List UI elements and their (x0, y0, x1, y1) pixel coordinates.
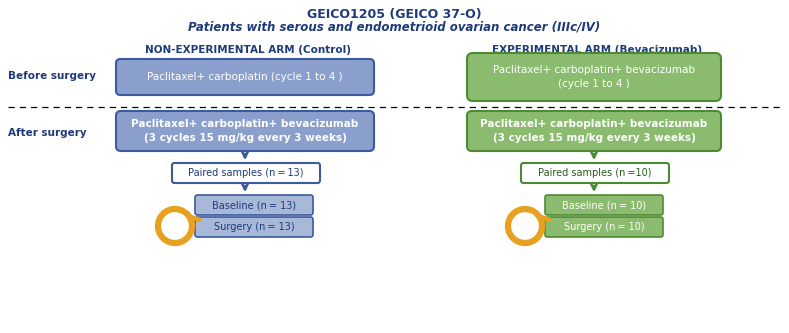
FancyBboxPatch shape (195, 217, 313, 237)
Text: EXPERIMENTAL ARM (Bevacizumab): EXPERIMENTAL ARM (Bevacizumab) (492, 45, 702, 55)
FancyBboxPatch shape (116, 59, 374, 95)
Text: Patients with serous and endometrioid ovarian cancer (IIIc/IV): Patients with serous and endometrioid ov… (188, 20, 600, 33)
Text: Paclitaxel+ carboplatin+ bevacizumab
(3 cycles 15 mg/kg every 3 weeks): Paclitaxel+ carboplatin+ bevacizumab (3 … (132, 119, 359, 143)
Text: After surgery: After surgery (8, 128, 87, 138)
FancyBboxPatch shape (467, 111, 721, 151)
Text: Paired samples (n =10): Paired samples (n =10) (538, 168, 652, 178)
FancyBboxPatch shape (116, 111, 374, 151)
Text: NON-EXPERIMENTAL ARM (Control): NON-EXPERIMENTAL ARM (Control) (145, 45, 351, 55)
Text: Before surgery: Before surgery (8, 71, 96, 81)
Text: Paired samples (n = 13): Paired samples (n = 13) (189, 168, 304, 178)
Text: Baseline (n = 10): Baseline (n = 10) (562, 200, 646, 210)
Text: GEICO1205 (GEICO 37-O): GEICO1205 (GEICO 37-O) (307, 8, 481, 21)
FancyBboxPatch shape (195, 195, 313, 215)
Text: Paclitaxel+ carboplatin+ bevacizumab
(3 cycles 15 mg/kg every 3 weeks): Paclitaxel+ carboplatin+ bevacizumab (3 … (481, 119, 708, 143)
FancyBboxPatch shape (521, 163, 669, 183)
Text: Surgery (n = 13): Surgery (n = 13) (214, 222, 294, 232)
Text: Paclitaxel+ carboplatin (cycle 1 to 4 ): Paclitaxel+ carboplatin (cycle 1 to 4 ) (148, 72, 342, 82)
Text: Paclitaxel+ carboplatin+ bevacizumab
(cycle 1 to 4 ): Paclitaxel+ carboplatin+ bevacizumab (cy… (493, 65, 695, 89)
FancyBboxPatch shape (545, 217, 663, 237)
FancyBboxPatch shape (467, 53, 721, 101)
FancyBboxPatch shape (172, 163, 320, 183)
Text: Surgery (n = 10): Surgery (n = 10) (563, 222, 645, 232)
Text: Baseline (n = 13): Baseline (n = 13) (212, 200, 296, 210)
FancyBboxPatch shape (545, 195, 663, 215)
